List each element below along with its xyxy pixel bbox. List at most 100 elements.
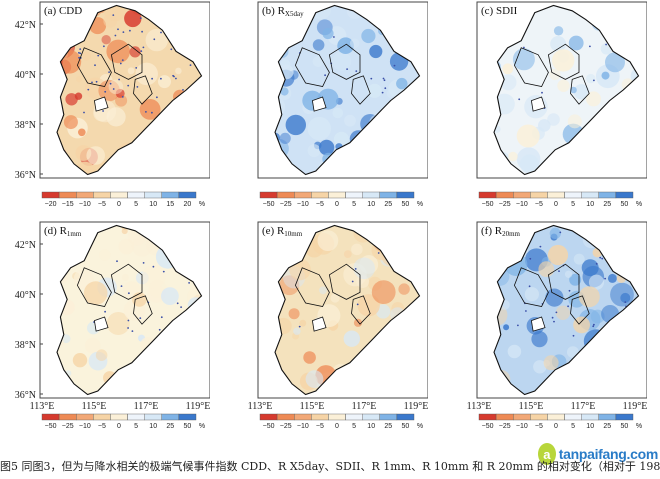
colorbar-segment xyxy=(41,413,60,421)
lake-boundary xyxy=(530,96,546,112)
colorbar-segment xyxy=(311,413,329,421)
panel-title: (a) CDD xyxy=(44,5,82,17)
colorbar-segment xyxy=(127,413,145,421)
colorbar-tick-label: −5 xyxy=(535,201,543,208)
tianjin-boundary xyxy=(133,295,153,325)
colorbar-tick-label: 25 xyxy=(384,423,392,430)
watermark-text: tanpaifang.com xyxy=(558,446,659,462)
inner-boundary xyxy=(76,47,112,87)
lon-label: 119°E xyxy=(186,401,210,412)
inner-boundary xyxy=(294,267,330,307)
colorbar-segment xyxy=(259,413,278,421)
colorbar-segment xyxy=(161,191,180,199)
colorbar-tick-label: −10 xyxy=(297,201,309,208)
lat-label: 40°N xyxy=(15,70,36,81)
colorbar-segment xyxy=(512,413,531,421)
colorbar-tick-label: −50 xyxy=(482,423,494,430)
colorbar-segment xyxy=(93,191,111,199)
colorbar-tick-label: −25 xyxy=(499,423,511,430)
colorbar-tick-label: 5 xyxy=(571,201,575,208)
lon-label: 113°E xyxy=(30,401,55,412)
beijing-boundary xyxy=(328,263,361,300)
map-panel-d: (d) R1mm 42°N 40°N 38°N 36°N 113°E 115°E 117°E 1… xyxy=(0,220,210,438)
colorbar-segment xyxy=(110,413,128,421)
colorbar-tick-label: 10 xyxy=(367,423,375,430)
colorbar-segment xyxy=(259,191,278,199)
colorbar-segment xyxy=(178,191,197,199)
map-panel-a-svg: (a) CDD 42°N 40°N 38°N 36°N −20 −15 −10 −5 0 5 10 15… xyxy=(15,1,210,208)
tianjin-boundary xyxy=(133,75,153,105)
colorbar-segment xyxy=(293,413,312,421)
panel-title: (c) SDII xyxy=(481,5,518,17)
colorbar-segment xyxy=(161,413,180,421)
colorbar-segment xyxy=(530,191,548,199)
colorbar-tick-label: % xyxy=(417,423,423,430)
lon-label: 113°E xyxy=(248,401,273,412)
colorbar-segment xyxy=(345,413,363,421)
watermark: a tanpaifang.com xyxy=(538,438,658,470)
map-panel-a: (a) CDD 42°N 40°N 38°N 36°N −20 −15 −10 −5 0 5 10 15… xyxy=(0,0,210,218)
lat-label: 40°N xyxy=(15,290,36,301)
colorbar-tick-label: % xyxy=(199,201,205,208)
colorbar-segment xyxy=(530,413,548,421)
map-panel-c-svg: (c) SDII−50 −25 −10 −5 0 5 10 25 50% xyxy=(476,1,647,208)
colorbar-segment xyxy=(75,413,94,421)
colorbar-tick-label: −5 xyxy=(98,201,106,208)
map-panel-b-svg: (b) RX5day−50 −25 −10 −5 0 5 10 25 50% xyxy=(257,1,428,208)
colorbar-segment xyxy=(478,413,497,421)
colorbar-tick-label: 50 xyxy=(621,423,629,430)
colorbar-tick-label: 0 xyxy=(335,423,339,430)
colorbar-segment xyxy=(276,191,295,199)
colorbar-tick-label: −5 xyxy=(535,423,543,430)
lon-label: 119°E xyxy=(623,401,647,412)
map-panel-c: (c) SDII −50 −25 −10 −5 0 5 10 25 50% xyxy=(437,0,647,218)
tianjin-boundary xyxy=(351,75,371,105)
colorbar-tick-label: −25 xyxy=(499,201,511,208)
colorbar-tick-label: 5 xyxy=(134,423,138,430)
tianjin-boundary xyxy=(570,295,590,325)
colorbar-segment xyxy=(379,191,398,199)
lon-label: 115°E xyxy=(519,401,544,412)
colorbar-segment xyxy=(93,413,111,421)
colorbar-tick-label: 10 xyxy=(367,201,375,208)
region-boundary xyxy=(274,4,421,176)
colorbar-segment xyxy=(615,191,634,199)
colorbar-segment xyxy=(564,191,582,199)
beijing-boundary xyxy=(110,43,143,80)
watermark-logo-icon: a xyxy=(538,443,556,465)
colorbar-tick-label: −25 xyxy=(62,423,74,430)
colorbar-tick-label: 5 xyxy=(352,201,356,208)
colorbar-segment xyxy=(144,191,162,199)
colorbar-segment xyxy=(547,191,565,199)
colorbar-tick-label: 25 xyxy=(603,423,611,430)
colorbar-tick-label: −5 xyxy=(316,201,324,208)
colorbar-segment xyxy=(362,191,380,199)
colorbar-tick-label: % xyxy=(417,201,423,208)
colorbar-segment xyxy=(547,413,565,421)
colorbar-segment xyxy=(276,413,295,421)
colorbar-tick-label: % xyxy=(636,201,642,208)
lon-label: 115°E xyxy=(300,401,325,412)
region-fill xyxy=(57,5,202,175)
colorbar-segment xyxy=(178,413,197,421)
lake-boundary xyxy=(311,316,327,332)
lon-label: 117°E xyxy=(571,401,596,412)
colorbar-tick-label: 0 xyxy=(117,423,121,430)
colorbar-segment xyxy=(127,191,145,199)
colorbar-tick-label: 20 xyxy=(184,201,192,208)
inner-boundary xyxy=(513,47,549,87)
colorbar-segment xyxy=(495,413,514,421)
map-panel-b: (b) RX5day −50 −25 −10 −5 0 5 10 25 50% xyxy=(218,0,428,218)
region-boundary xyxy=(56,224,203,396)
lake-boundary xyxy=(311,96,327,112)
colorbar-tick-label: 10 xyxy=(149,423,157,430)
colorbar-segment xyxy=(581,413,599,421)
colorbar-segment xyxy=(345,191,363,199)
lake-boundary xyxy=(93,316,109,332)
colorbar-tick-label: 50 xyxy=(184,423,192,430)
colorbar-tick-label: −10 xyxy=(297,423,309,430)
colorbar-segment xyxy=(598,413,617,421)
